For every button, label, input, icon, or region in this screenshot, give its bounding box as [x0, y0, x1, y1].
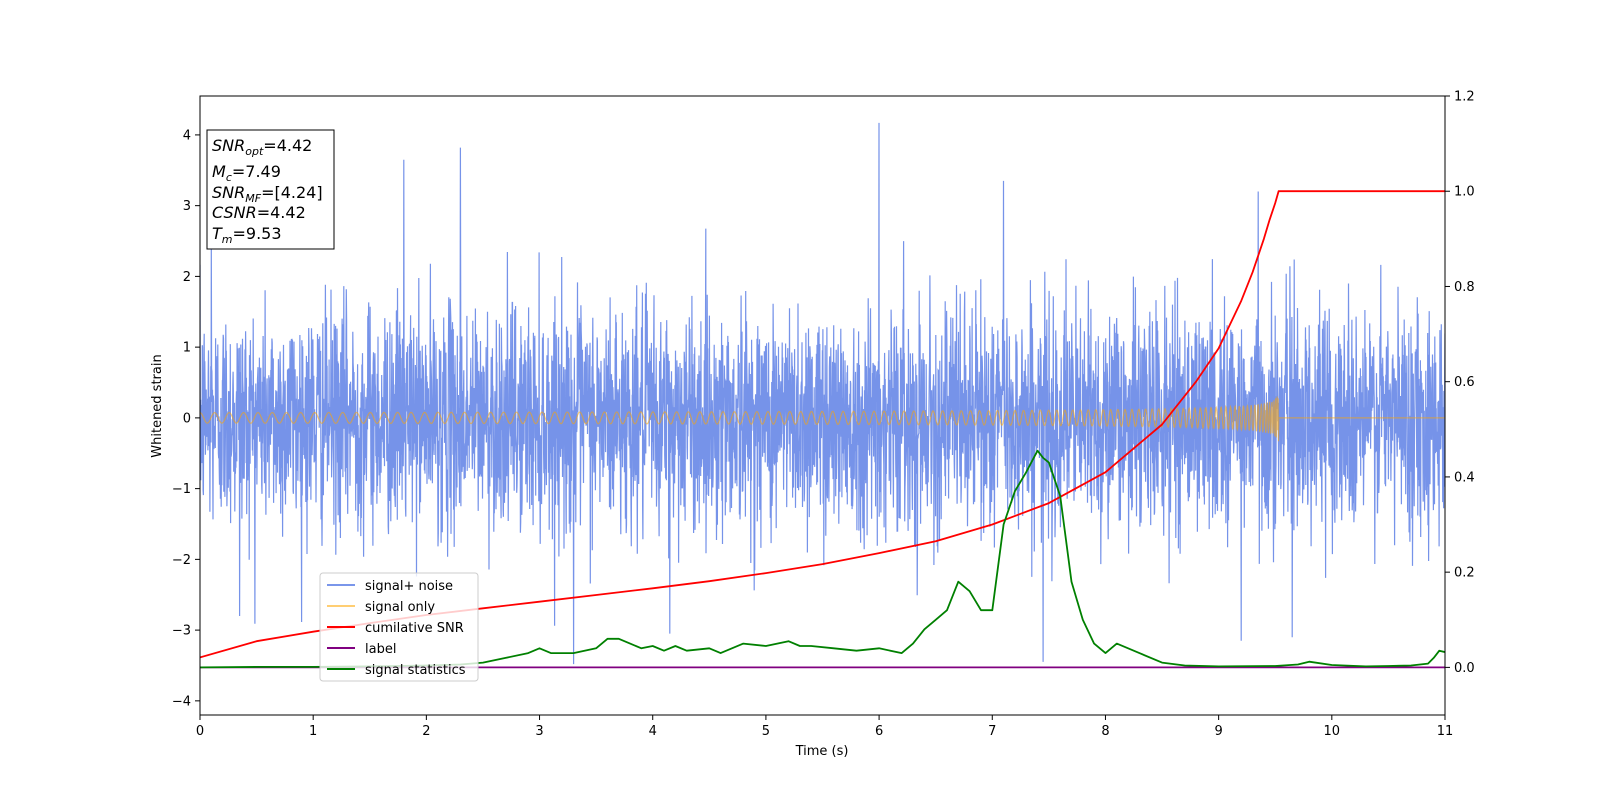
info-snr-mf: SNRMF=[4.24]	[212, 183, 323, 205]
legend-label-signal-statistics: signal statistics	[365, 663, 466, 678]
y-left-tick-label: 2	[183, 270, 191, 285]
x-tick-label: 0	[196, 724, 204, 739]
x-tick-label: 1	[309, 724, 317, 739]
x-tick-label: 3	[535, 724, 543, 739]
y-axis-left: −4 −3 −2 −1 0 1 2 3 4	[172, 128, 200, 709]
series-signal-noise	[200, 122, 1445, 665]
y-left-tick-label: −1	[172, 482, 191, 497]
x-tick-label: 7	[988, 724, 996, 739]
series-signal-only	[200, 396, 1445, 442]
y-right-tick-label: 1.2	[1454, 90, 1475, 105]
legend: signal+ noise signal only cumilative SNR…	[319, 572, 479, 682]
plot-frame	[199, 95, 1446, 716]
y-axis-right: 0.0 0.2 0.4 0.6 0.8 1.0 1.2	[1445, 90, 1475, 676]
x-tick-label: 11	[1437, 724, 1454, 739]
series-signal-statistics	[200, 449, 1445, 669]
x-tick-label: 2	[422, 724, 430, 739]
y-left-tick-label: 0	[183, 411, 191, 426]
x-tick-label: 5	[762, 724, 770, 739]
x-tick-label: 10	[1324, 724, 1341, 739]
y-axis-label: Whitened strain	[150, 354, 165, 457]
y-right-tick-label: 0.4	[1454, 470, 1475, 485]
x-tick-label: 4	[649, 724, 657, 739]
info-mc: Mc=7.49	[212, 162, 281, 184]
x-tick-label: 9	[1214, 724, 1222, 739]
info-csnr: CSNR=4.42	[212, 203, 306, 222]
y-left-tick-label: 4	[183, 128, 191, 143]
x-axis: 0 1 2 3 4 5 6 7 8 9 10 11	[196, 715, 1453, 739]
x-tick-label: 6	[875, 724, 883, 739]
info-box: SNRopt=4.42 Mc=7.49 SNRMF=[4.24] CSNR=4.…	[206, 129, 335, 250]
legend-label-signal-noise: signal+ noise	[365, 579, 453, 594]
legend-label-cumulative-snr: cumilative SNR	[365, 621, 464, 636]
info-box-frame	[206, 129, 335, 250]
legend-frame	[319, 572, 479, 682]
x-tick-label: 8	[1101, 724, 1109, 739]
y-left-tick-label: 3	[183, 199, 191, 214]
y-right-tick-label: 0.2	[1454, 566, 1475, 581]
y-right-tick-label: 0.8	[1454, 280, 1475, 295]
info-snr-opt: SNRopt=4.42	[212, 136, 312, 158]
y-left-tick-label: −4	[172, 694, 191, 709]
y-left-tick-label: 1	[183, 341, 191, 356]
y-left-tick-label: −2	[172, 553, 191, 568]
y-right-tick-label: 0.6	[1454, 375, 1475, 390]
legend-label-signal-only: signal only	[365, 600, 435, 615]
y-left-tick-label: −3	[172, 624, 191, 639]
y-right-tick-label: 0.0	[1454, 661, 1475, 676]
legend-label-label: label	[365, 642, 396, 657]
info-tm: Tm=9.53	[212, 224, 282, 246]
x-axis-label: Time (s)	[795, 744, 849, 759]
y-right-tick-label: 1.0	[1454, 185, 1475, 200]
